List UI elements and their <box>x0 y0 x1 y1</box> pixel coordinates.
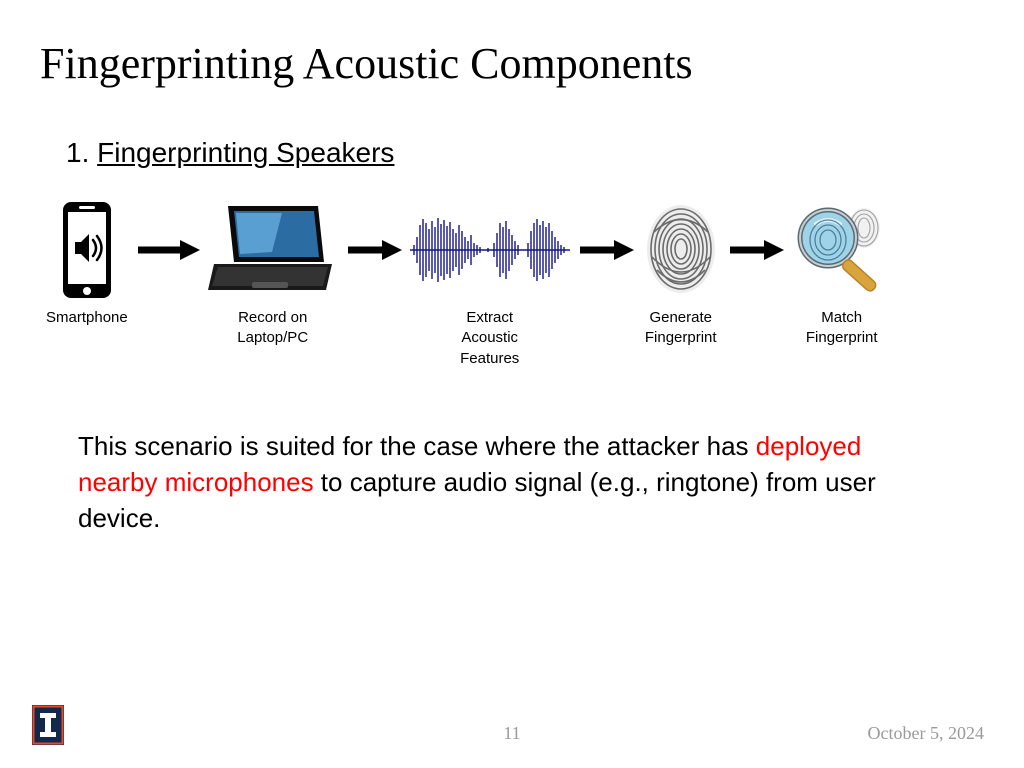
stage-smartphone: Smartphone <box>46 197 128 328</box>
stage-label: GenerateFingerprint <box>645 308 717 349</box>
smartphone-icon <box>57 197 117 302</box>
institution-logo-icon <box>32 705 64 750</box>
arrow-icon <box>576 197 636 302</box>
stage-waveform: ExtractAcousticFeatures <box>410 197 570 369</box>
page-number: 11 <box>503 723 520 744</box>
section-label: Fingerprinting Speakers <box>97 137 394 168</box>
fingerprint-icon <box>642 197 720 302</box>
waveform-icon <box>410 197 570 302</box>
stage-laptop: Record onLaptop/PC <box>208 197 338 349</box>
arrow-icon <box>134 197 202 302</box>
arrow-icon <box>344 197 404 302</box>
stage-label: ExtractAcousticFeatures <box>460 308 519 369</box>
slide-footer: 11 October 5, 2024 <box>0 710 1024 750</box>
description-text: This scenario is suited for the case whe… <box>0 369 1024 537</box>
slide-title: Fingerprinting Acoustic Components <box>0 0 1024 89</box>
process-flow: Smartphone Record onLaptop/PC <box>0 169 1024 369</box>
section-number: 1. <box>66 137 97 168</box>
desc-pre: This scenario is suited for the case whe… <box>78 431 756 461</box>
stage-fingerprint: GenerateFingerprint <box>642 197 720 349</box>
magnifier-fingerprint-icon <box>792 197 892 302</box>
laptop-icon <box>208 197 338 302</box>
stage-label: MatchFingerprint <box>806 308 878 349</box>
arrow-icon <box>726 197 786 302</box>
slide-date: October 5, 2024 <box>868 723 984 744</box>
stage-label: Record onLaptop/PC <box>237 308 308 349</box>
stage-match: MatchFingerprint <box>792 197 892 349</box>
section-heading: 1. Fingerprinting Speakers <box>0 89 1024 169</box>
stage-label: Smartphone <box>46 308 128 328</box>
